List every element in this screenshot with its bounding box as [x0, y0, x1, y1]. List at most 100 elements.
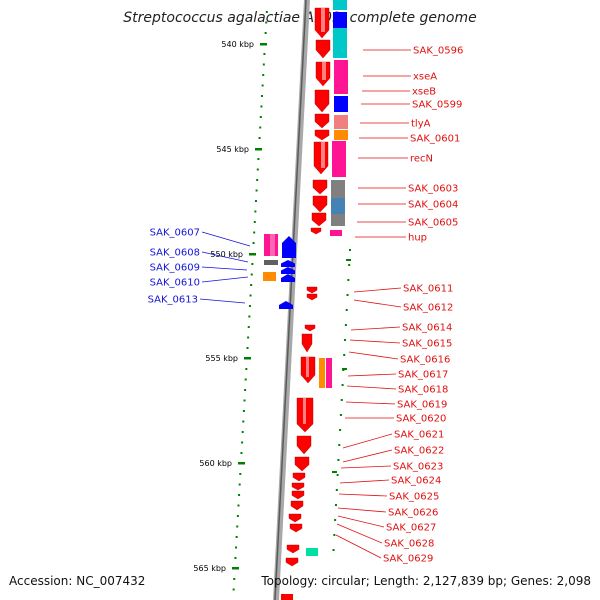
- gene-track-tick: [334, 504, 337, 506]
- gene-label: SAK_0610: [150, 278, 200, 289]
- gene-block: [319, 358, 325, 388]
- gene-arrow: [312, 195, 328, 213]
- gene-block: [332, 141, 346, 177]
- gene-highlight: [322, 62, 326, 80]
- scale-minor-tick: [263, 53, 266, 55]
- gene-track-tick: [335, 489, 338, 491]
- scale-minor-tick: [236, 525, 239, 528]
- scale-minor-tick: [241, 441, 244, 444]
- leader-line: [199, 298, 246, 304]
- leader-line: [201, 231, 251, 247]
- genome-stats-text: Topology: circular; Length: 2,127,839 bp…: [261, 574, 591, 588]
- scale-minor-tick: [265, 21, 268, 24]
- gene-track-tick: [338, 444, 341, 446]
- scale-label: 550 kbp: [210, 250, 243, 259]
- gene-highlight: [270, 234, 275, 256]
- gene-label: recN: [410, 154, 433, 165]
- gene-label: SAK_0603: [408, 184, 458, 195]
- gene-block: [334, 130, 348, 140]
- gene-block: [334, 115, 348, 129]
- gene-highlight: [321, 8, 325, 32]
- gene-track-tick: [340, 399, 343, 401]
- gene-arrow: [312, 179, 328, 195]
- scale-minor-tick: [251, 263, 254, 265]
- genome-title: Streptococcus agalactiae A909, complete …: [123, 10, 477, 26]
- scale-minor-tick: [237, 504, 240, 507]
- scale-minor-tick: [244, 389, 247, 391]
- scale-minor-tick: [253, 221, 256, 223]
- scale-minor-tick: [262, 63, 265, 66]
- gene-label: SAK_0624: [391, 476, 441, 487]
- gene-highlight: [303, 398, 306, 424]
- gene-track-tick: [332, 471, 337, 473]
- leader-line: [340, 465, 392, 469]
- gene-track-tick: [348, 264, 351, 266]
- gene-arrow: [282, 236, 296, 258]
- scale-label: 540 kbp: [221, 40, 254, 49]
- gene-track-tick: [339, 429, 342, 431]
- leader-line: [201, 266, 248, 271]
- scale-minor-tick: [235, 546, 238, 549]
- gene-label: SAK_0605: [408, 218, 458, 229]
- gene-track-tick: [332, 549, 335, 551]
- scale-minor-tick: [248, 315, 251, 318]
- scale-tick: [238, 462, 245, 465]
- gene-label: SAK_0616: [400, 355, 450, 366]
- gene-arrow: [315, 39, 331, 59]
- gene-track-tick: [343, 354, 346, 356]
- gene-label: SAK_0611: [403, 284, 453, 295]
- gene-arrow: [314, 113, 330, 129]
- leader-line: [337, 515, 385, 528]
- scale-minor-tick: [238, 483, 241, 486]
- scale-minor-tick: [242, 410, 245, 412]
- gene-track-tick: [341, 384, 344, 386]
- scale-minor-tick: [245, 368, 248, 370]
- gene-label: tlyA: [411, 119, 431, 130]
- gene-highlight: [321, 142, 325, 168]
- scale-minor-tick: [259, 126, 262, 129]
- gene-label: SAK_0626: [388, 508, 438, 519]
- scale-minor-tick: [262, 74, 265, 76]
- gene-label: SAK_0599: [412, 100, 462, 111]
- leader-line: [353, 287, 402, 293]
- backbone-edge: [274, 0, 307, 600]
- gene-block: [333, 28, 347, 40]
- scale-minor-tick: [239, 473, 242, 475]
- gene-label: SAK_0596: [413, 46, 463, 57]
- gene-label: SAK_0621: [394, 430, 444, 441]
- scale-minor-tick: [265, 11, 268, 13]
- gene-arrow: [281, 260, 295, 267]
- gene-label: SAK_0627: [386, 523, 436, 534]
- gene-label: SAK_0601: [410, 134, 460, 145]
- gene-label: SAK_0608: [150, 248, 200, 259]
- leader-line: [342, 449, 393, 463]
- scale-minor-tick: [257, 158, 260, 160]
- scale-minor-tick: [250, 273, 253, 276]
- leader-line: [201, 276, 249, 283]
- scale-tick: [232, 567, 239, 570]
- scale-minor-tick: [256, 168, 259, 171]
- gene-label: SAK_0604: [408, 200, 458, 211]
- gene-block: [334, 96, 348, 112]
- gene-track-tick: [337, 459, 340, 461]
- gene-label: SAK_0612: [403, 303, 453, 314]
- leader-line: [348, 351, 399, 360]
- leader-line: [349, 339, 401, 344]
- leader-line: [337, 507, 387, 513]
- gene-label: hup: [408, 233, 427, 244]
- gene-arrow: [310, 227, 322, 235]
- gene-block: [263, 272, 276, 281]
- gene-arrow: [289, 523, 303, 533]
- gene-arrow: [286, 544, 300, 554]
- scale-minor-tick: [234, 557, 237, 559]
- gene-arrow: [292, 472, 306, 482]
- scale-minor-tick: [241, 431, 244, 433]
- gene-arrow: [301, 333, 313, 353]
- scale-tick: [255, 148, 262, 151]
- gene-label: SAK_0609: [150, 263, 200, 274]
- gene-arrow: [291, 482, 305, 491]
- gene-label: SAK_0613: [148, 295, 198, 306]
- gene-block: [326, 358, 332, 388]
- gene-arrow: [304, 324, 316, 332]
